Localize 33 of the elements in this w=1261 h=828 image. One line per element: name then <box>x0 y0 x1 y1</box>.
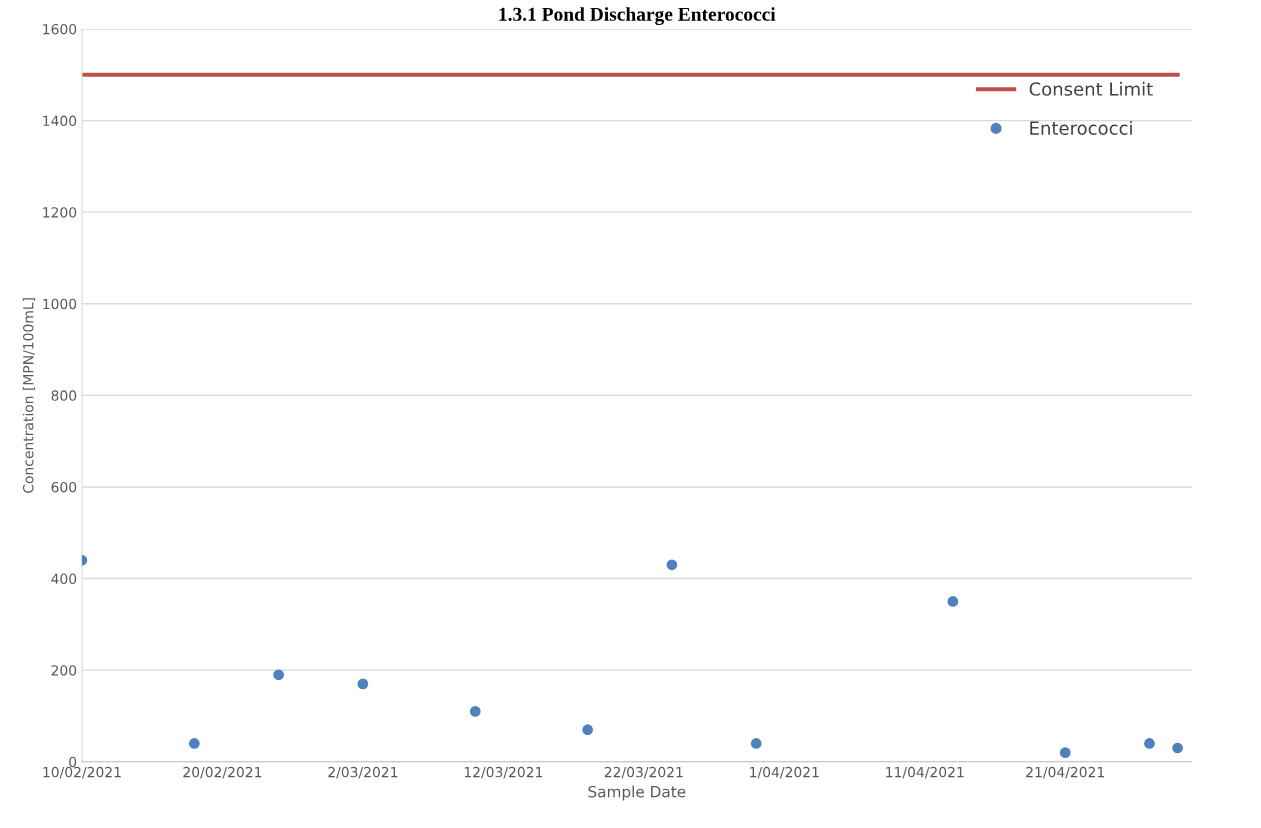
y-tick-label: 600 <box>51 481 77 493</box>
point <box>947 596 959 607</box>
y-tick-label: 1000 <box>43 298 77 310</box>
y-axis-title: Concentration [MPN/100mL] <box>22 298 36 493</box>
point <box>357 678 369 690</box>
x-tick-label: 11/04/2021 <box>886 766 964 779</box>
y-tick-label: 200 <box>51 665 77 676</box>
y-tick-label: 0 <box>69 756 77 768</box>
x-tick-label: 22/03/2021 <box>604 766 683 779</box>
x-tick-label: 12/03/2021 <box>464 766 543 779</box>
x-tick-label: 2/03/2021 <box>328 766 398 779</box>
y-tick-label: 400 <box>51 573 77 585</box>
point <box>469 706 481 717</box>
point <box>188 738 200 749</box>
y-tick-label: 1400 <box>43 115 77 127</box>
point <box>1144 738 1155 749</box>
point <box>273 669 284 681</box>
point <box>582 724 593 736</box>
chart-title: 1.3.1 Pond Discharge Enterococci <box>499 7 776 25</box>
legend-label: Enterococci <box>1030 121 1132 135</box>
y-tick-label: 800 <box>51 390 77 401</box>
y-tick-label: 1200 <box>43 207 77 218</box>
x-tick-label: 1/04/2021 <box>750 766 819 779</box>
legend-label: Consent Limit <box>1029 81 1153 96</box>
y-tick-label: 1600 <box>43 23 77 35</box>
x-tick-label: 21/04/2021 <box>1026 766 1104 779</box>
x-tick-label: 10/02/2021 <box>43 766 121 779</box>
point <box>1059 747 1071 758</box>
x-axis-title: Sample Date <box>588 785 686 801</box>
point <box>750 738 762 749</box>
point <box>666 559 678 571</box>
point <box>1172 742 1183 754</box>
x-tick-label: 20/02/2021 <box>183 766 262 779</box>
